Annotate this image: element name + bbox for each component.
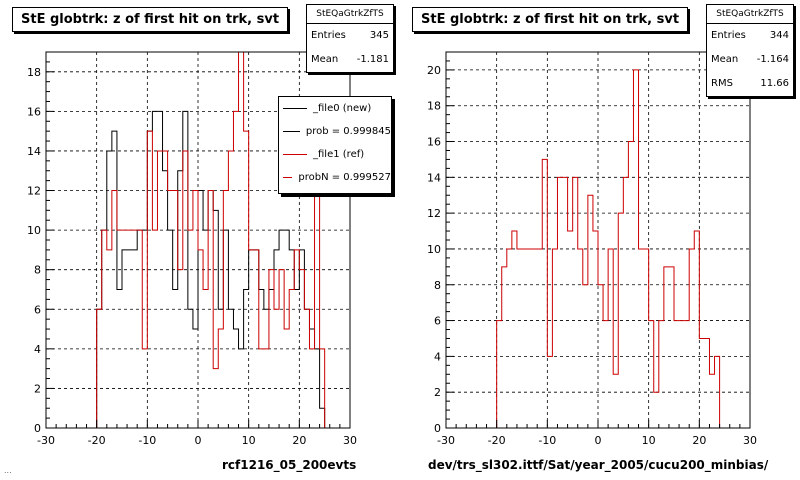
x-tick-label: 10	[242, 434, 256, 447]
legend-entry: prob = 0.999845	[279, 120, 391, 143]
rms-label: RMS	[711, 78, 733, 89]
x-tick-label: 20	[292, 434, 306, 447]
y-tick-label: 12	[27, 185, 41, 198]
legend-swatch	[283, 154, 307, 155]
legend-label: _file1 (ref)	[313, 149, 365, 160]
y-tick-label: 12	[427, 207, 441, 220]
y-tick-label: 10	[427, 243, 441, 256]
stats-box-left: StEQaGtrkZfTS Entries 345 Mean -1.181	[306, 4, 394, 73]
x-tick-label: 30	[343, 434, 357, 447]
mean-label: Mean	[311, 54, 339, 65]
y-tick-label: 0	[34, 422, 41, 435]
chart-title-left: StE globtrk: z of first hit on trk, svt	[12, 7, 289, 32]
x-tick-label: -10	[138, 434, 156, 447]
footer-text: ...	[4, 466, 12, 475]
x-tick-label: -30	[437, 434, 455, 447]
y-tick-label: 8	[34, 264, 41, 277]
entries-label: Entries	[311, 30, 346, 41]
x-tick-label: 30	[743, 434, 757, 447]
legend-label: probN = 0.999527	[298, 172, 391, 183]
y-tick-label: 4	[434, 350, 441, 363]
mean-value: -1.164	[756, 54, 789, 65]
stats-header: StEQaGtrkZfTS	[307, 5, 393, 24]
y-tick-label: 20	[427, 64, 441, 77]
y-tick-label: 6	[34, 303, 41, 316]
y-tick-label: 18	[27, 66, 41, 79]
x-tick-label: -20	[488, 434, 506, 447]
legend-entry: probN = 0.999527	[279, 166, 391, 189]
y-tick-label: 14	[27, 145, 41, 158]
x-tick-label: 20	[692, 434, 706, 447]
panel-right: -30 -20 -10 0 10 20 30 0 2 4 6 8 10 12 14 16 18 20	[427, 51, 757, 447]
histogram-series--file1-ref-	[46, 51, 350, 429]
legend-left: _file0 (new) prob = 0.999845 _file1 (ref…	[278, 96, 392, 194]
legend-entry: _file1 (ref)	[279, 143, 391, 166]
panel-left: -30 -20 -10 0 10 20 30 0 2 4 6 8 10 12 14 16 18	[27, 51, 357, 447]
x-tick-label: -20	[88, 434, 106, 447]
legend-entry: _file0 (new)	[279, 97, 391, 120]
stats-box-right: StEQaGtrkZfTS Entries 344 Mean -1.164 RMS 1…	[706, 4, 794, 97]
histogram-series-data	[446, 69, 750, 429]
mean-value: -1.181	[356, 54, 389, 65]
y-tick-label: 0	[434, 422, 441, 435]
y-tick-label: 18	[427, 100, 441, 113]
legend-label: prob = 0.999845	[305, 126, 391, 137]
entries-value: 344	[769, 30, 789, 41]
y-tick-label: 16	[27, 105, 41, 118]
legend-swatch	[283, 177, 293, 178]
entries-label: Entries	[711, 30, 746, 41]
y-tick-label: 16	[427, 136, 441, 149]
x-tick-label: 0	[195, 434, 202, 447]
y-tick-label: 14	[427, 171, 441, 184]
y-tick-label: 10	[27, 224, 41, 237]
y-tick-label: 2	[434, 386, 441, 399]
x-caption-right: dev/trs_sl302.ittf/Sat/year_2005/cucu200…	[428, 458, 769, 472]
x-caption-left: rcf1216_05_200evts	[222, 458, 357, 472]
legend-label: _file0 (new)	[313, 103, 372, 114]
legend-swatch	[283, 131, 300, 132]
y-tick-label: 2	[34, 382, 41, 395]
stats-header: StEQaGtrkZfTS	[707, 5, 793, 24]
x-tick-label: 10	[642, 434, 656, 447]
chart-title-right: StE globtrk: z of first hit on trk, svt	[412, 7, 689, 32]
x-tick-label: 0	[595, 434, 602, 447]
y-tick-label: 4	[34, 343, 41, 356]
y-tick-label: 6	[434, 315, 441, 328]
mean-label: Mean	[711, 54, 739, 65]
y-tick-label: 8	[434, 279, 441, 292]
x-tick-label: -10	[538, 434, 556, 447]
legend-swatch	[283, 108, 307, 109]
x-tick-label: -30	[37, 434, 55, 447]
entries-value: 345	[369, 30, 389, 41]
rms-value: 11.66	[760, 78, 789, 89]
